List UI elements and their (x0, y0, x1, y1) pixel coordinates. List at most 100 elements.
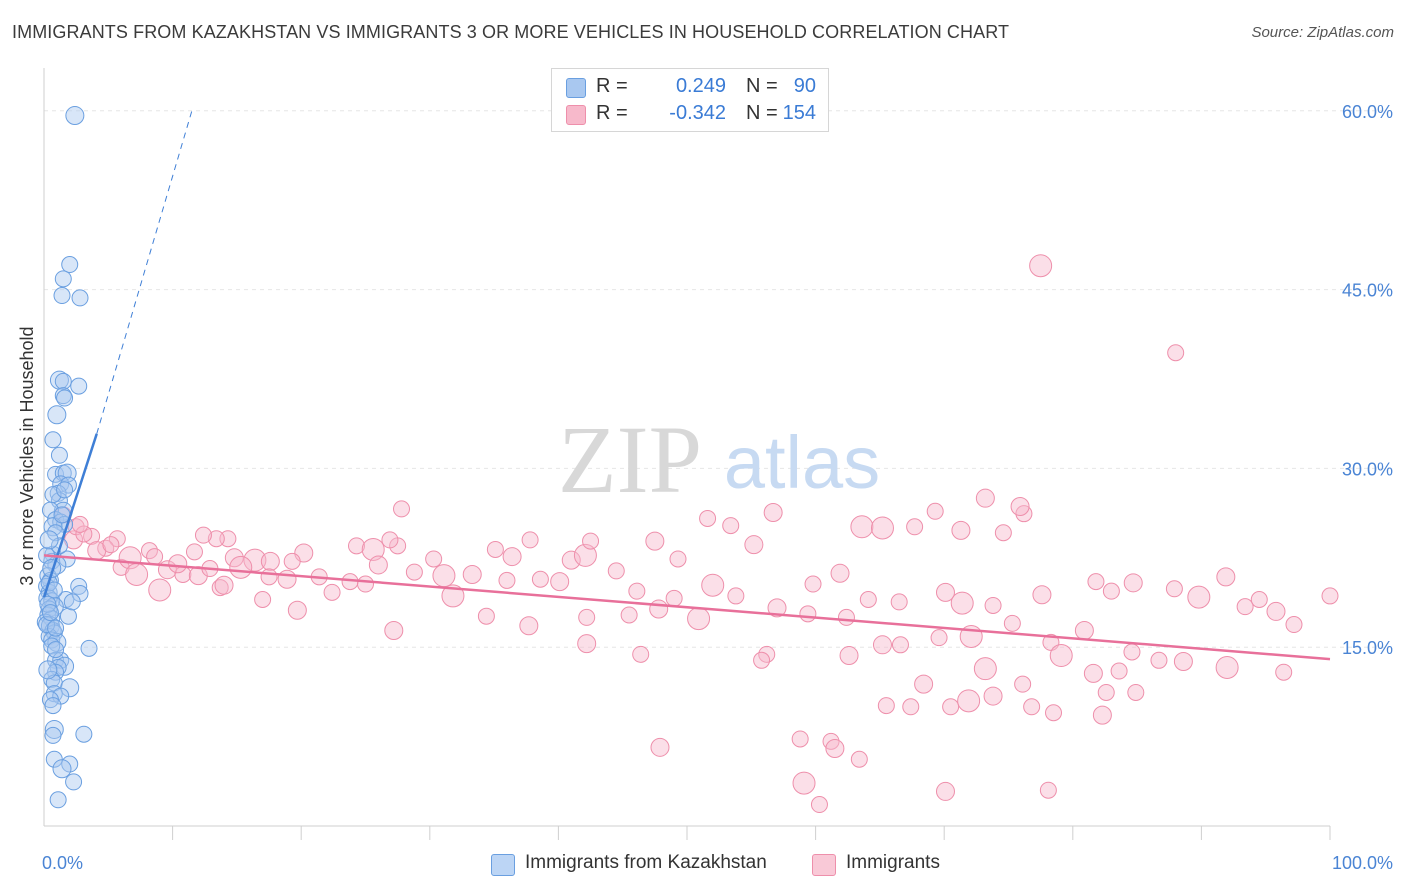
immigrants-point (254, 591, 272, 609)
legend-swatch-blue (566, 78, 586, 98)
immigrants-point (1173, 651, 1193, 671)
immigrants-point (850, 515, 874, 539)
immigrants-point (1266, 601, 1286, 621)
watermark-zip: ZIP (558, 406, 702, 513)
immigrants-point (347, 537, 365, 555)
immigrants-point (935, 582, 955, 602)
legend-swatch-pink (566, 105, 586, 125)
immigrants-point (669, 550, 687, 568)
kazakhstan-point (38, 660, 58, 680)
kazakhstan-trend-line (42, 433, 98, 598)
immigrants-point (425, 550, 443, 568)
immigrants-point (219, 530, 237, 548)
kazakhstan-point (39, 530, 59, 550)
immigrants-point (950, 591, 974, 615)
bottom-legend-label: Immigrants (846, 852, 940, 873)
immigrants-point (951, 520, 971, 540)
immigrants-point (582, 532, 600, 550)
kazakhstan-point (59, 607, 77, 625)
watermark-atlas: atlas (724, 421, 880, 504)
immigrants-point (699, 509, 717, 527)
kazakhstan-point (49, 791, 67, 809)
immigrants-point (984, 596, 1002, 614)
immigrants-point (870, 516, 894, 540)
immigrants-point (753, 651, 771, 669)
immigrants-point (859, 591, 877, 609)
immigrants-point (287, 600, 307, 620)
watermark: ZIP atlas (558, 406, 880, 513)
kazakhstan-point (61, 256, 79, 274)
immigrants-point (1167, 344, 1185, 362)
legend-r-value: 0.249 (675, 75, 726, 97)
immigrants-point (1110, 662, 1128, 680)
immigrants-point (804, 575, 822, 593)
correlation-legend: R = 0.249 N = 90 R = -0.342 N = 154 (551, 68, 829, 132)
immigrants-point (890, 593, 908, 611)
immigrants-point (486, 540, 504, 558)
immigrants-point (650, 737, 670, 757)
immigrants-point (649, 599, 669, 619)
legend-r-label: R = (596, 75, 628, 97)
immigrants-points (54, 254, 1339, 814)
kazakhstan-point (70, 377, 88, 395)
immigrants-point (891, 636, 909, 654)
immigrants-point (872, 635, 892, 655)
immigrants-point (1087, 573, 1105, 591)
grid (44, 110, 1390, 648)
immigrants-point (1092, 705, 1112, 725)
immigrants-point (1321, 587, 1339, 605)
kazakhstan-point (65, 773, 83, 791)
immigrants-point (632, 645, 650, 663)
immigrants-point (722, 517, 740, 535)
immigrants-point (462, 564, 482, 584)
legend-n-value: 90 (793, 75, 816, 97)
immigrants-point (432, 564, 456, 588)
immigrants-point (767, 598, 787, 618)
immigrants-point (561, 550, 581, 570)
immigrants-point (1074, 621, 1094, 641)
immigrants-point (207, 530, 225, 548)
immigrants-point (283, 552, 301, 570)
immigrants-point (902, 698, 920, 716)
kazakhstan-point (56, 389, 74, 407)
chart-source: Source: ZipAtlas.com (1251, 24, 1394, 41)
immigrants-point (519, 616, 539, 636)
immigrants-point (930, 629, 948, 647)
immigrants-point (744, 535, 764, 555)
immigrants-point (628, 582, 646, 600)
kazakhstan-point (57, 591, 75, 609)
immigrants-point (357, 575, 374, 593)
immigrants-point (229, 555, 253, 579)
immigrants-point (1102, 582, 1120, 600)
immigrants-point (521, 531, 539, 549)
immigrants-point (1045, 704, 1063, 722)
legend-n-label: N = (746, 102, 778, 124)
immigrants-point (112, 558, 130, 576)
immigrants-point (791, 730, 809, 748)
immigrants-point (957, 689, 981, 713)
immigrants-point (108, 530, 126, 548)
immigrants-point (906, 518, 924, 536)
immigrants-point (837, 608, 855, 626)
immigrants-point (1123, 573, 1143, 593)
immigrants-point (1250, 591, 1268, 609)
immigrants-point (620, 606, 638, 624)
immigrants-point (71, 515, 89, 533)
y-axis-label: 3 or more Vehicles in Household (17, 326, 37, 585)
kazakhstan-point (52, 759, 72, 779)
immigrants-point (224, 548, 244, 568)
immigrants-point (822, 732, 840, 750)
tick-labels: 15.0% 30.0% 45.0% 60.0% 0.0% 100.0% (42, 102, 1393, 873)
immigrants-point (1010, 497, 1030, 517)
immigrants-point (185, 543, 203, 561)
kazakhstan-point (50, 492, 68, 510)
immigrants-point (1023, 698, 1041, 716)
immigrants-point (214, 575, 234, 595)
immigrants-point (531, 570, 549, 588)
immigrants-point (102, 536, 120, 554)
immigrants-point (926, 502, 944, 520)
immigrants-point (701, 573, 725, 597)
kazakhstan-point (42, 559, 62, 579)
legend-n-label: N = (746, 75, 778, 97)
